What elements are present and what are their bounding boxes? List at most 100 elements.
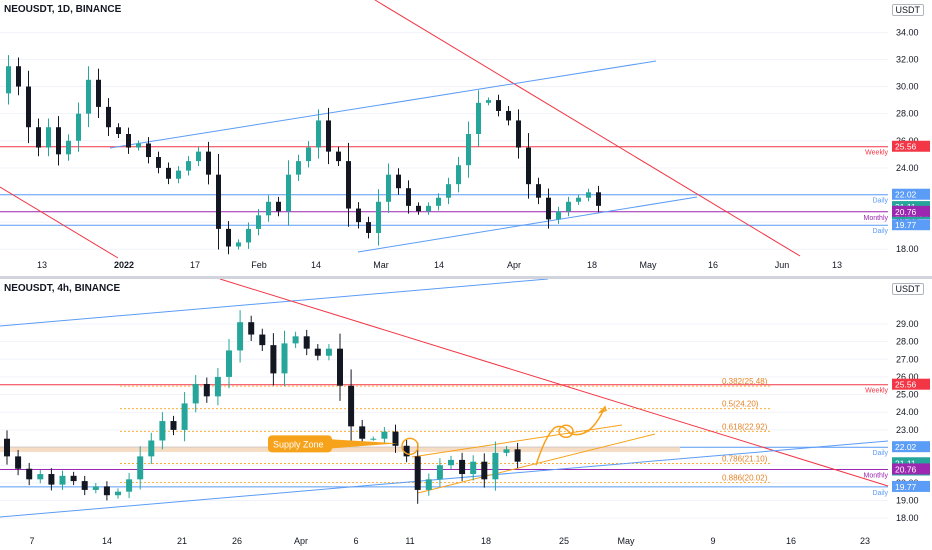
candle-body [436, 197, 441, 206]
y-tick-label: 26.00 [896, 372, 919, 382]
price-label-text: 19.77 [895, 220, 917, 230]
x-tick-label: 14 [102, 536, 112, 546]
trend-line [219, 279, 889, 487]
candle-body [148, 440, 155, 457]
trend-line [0, 186, 119, 259]
candle-body [366, 222, 371, 233]
candle-body [96, 79, 101, 107]
x-tick-label: May [617, 536, 635, 546]
four-hour-chart[interactable]: 0.382(25.48) 0.5(24.20) 0.618(22.92) 0.786(… [0, 279, 932, 550]
candle-body [15, 456, 22, 469]
x-tick-label: 16 [708, 260, 718, 270]
price-label-box [892, 457, 930, 469]
candle-body [137, 456, 144, 480]
price-label-text: 21.11 [895, 458, 916, 468]
candle-body [459, 459, 466, 475]
y-tick-label: 28.00 [896, 109, 919, 119]
x-tick-label: 13 [37, 260, 47, 270]
fib-level-label: 0.618(22.92) [722, 422, 768, 431]
candle-body [466, 134, 471, 166]
level-tag: Weekly [865, 150, 888, 157]
candle-body [376, 201, 381, 233]
x-tick-label: Mar [373, 260, 389, 270]
fib-level-label: 0.886(20.02) [722, 474, 768, 483]
candle-body [196, 151, 201, 162]
candle-body [192, 383, 199, 404]
projection-path [535, 406, 606, 466]
candle-body [425, 479, 432, 490]
candle-body [337, 348, 343, 386]
candle-body [48, 474, 55, 485]
candle-body [203, 383, 210, 397]
candle-body [166, 167, 171, 179]
candle-body [16, 66, 21, 87]
y-tick-label: 25.00 [896, 390, 919, 400]
daily-chart[interactable]: 34.0032.0030.0028.0026.0024.0022.0020.00… [0, 0, 932, 276]
candle-body [226, 228, 231, 247]
candle-body [286, 174, 291, 212]
candle-body [436, 465, 443, 480]
daily-chart-pane[interactable]: 34.0032.0030.0028.0026.0024.0022.0020.00… [0, 0, 932, 276]
trend-line [0, 279, 549, 327]
price-label-text: 25.56 [895, 380, 917, 390]
price-label-text: 19.77 [895, 482, 917, 492]
candle-body [26, 86, 31, 128]
y-tick-label: 30.00 [896, 82, 919, 92]
fib-level-label: 0.5(24.20) [722, 400, 759, 409]
candle-body [86, 79, 91, 114]
candle-body [214, 376, 221, 397]
candle-body [66, 140, 71, 155]
candle-body [259, 334, 266, 346]
candle-body [206, 151, 211, 175]
candle-body [186, 161, 191, 171]
candle-body [4, 438, 10, 457]
candle-body [586, 192, 591, 198]
x-tick-label: 23 [860, 536, 870, 546]
candle-body [356, 208, 361, 223]
candle-body [403, 445, 410, 457]
y-tick-label: 18.00 [896, 513, 919, 523]
projection-arrow-head [597, 405, 607, 414]
fib-level-label: 0.786(21.10) [722, 454, 768, 463]
price-label-text: 22.02 [895, 442, 917, 452]
y-tick-label: 19.00 [896, 496, 919, 506]
level-tag: Daily [872, 490, 888, 497]
candle-body [236, 242, 241, 247]
level-tag: Weekly [865, 388, 888, 395]
candle-body [414, 456, 421, 490]
candle-body [159, 421, 166, 441]
candle-body [181, 403, 188, 430]
x-tick-label: 26 [232, 536, 242, 546]
candle-body [476, 102, 481, 134]
candle-body [6, 66, 11, 94]
candle-body [326, 120, 331, 152]
candle-body [156, 157, 161, 168]
x-tick-label: 9 [710, 536, 715, 546]
candle-body [566, 201, 571, 212]
four-hour-chart-pane[interactable]: 0.382(25.48) 0.5(24.20) 0.618(22.92) 0.786(… [0, 279, 932, 550]
candle-body [106, 106, 111, 128]
y-tick-label: 23.00 [896, 425, 919, 435]
y-tick-label: 24.00 [896, 407, 919, 417]
pane-divider[interactable] [0, 276, 932, 279]
trend-line [0, 440, 889, 518]
candle-body [556, 211, 561, 220]
level-tag: Monthly [863, 215, 888, 222]
daily-currency-tag[interactable]: USDT [891, 4, 924, 16]
candle-body [359, 426, 366, 439]
y-tick-label: 29.00 [896, 319, 919, 329]
candle-body [456, 165, 461, 185]
candle-body [116, 127, 121, 134]
candle-body [226, 350, 232, 377]
candle-body [396, 174, 401, 189]
four-hour-currency-tag[interactable]: USDT [891, 283, 924, 295]
candle-body [26, 468, 33, 480]
candle-body [216, 174, 221, 229]
trend-line [109, 60, 657, 149]
x-tick-label: 14 [434, 260, 444, 270]
candle-body [496, 100, 501, 111]
supply-zone-label: Supply Zone [273, 439, 324, 449]
candle-body [115, 491, 121, 496]
candle-body [303, 336, 310, 349]
candle-body [136, 143, 141, 148]
